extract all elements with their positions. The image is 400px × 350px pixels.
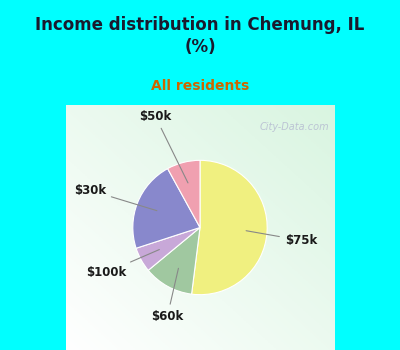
Wedge shape	[136, 228, 200, 270]
Text: $60k: $60k	[151, 268, 184, 323]
Text: All residents: All residents	[151, 79, 249, 93]
Text: City-Data.com: City-Data.com	[259, 121, 329, 132]
Wedge shape	[192, 160, 267, 295]
Text: $30k: $30k	[74, 184, 157, 211]
Text: $75k: $75k	[246, 231, 317, 247]
Wedge shape	[133, 169, 200, 248]
Text: $50k: $50k	[139, 110, 188, 183]
Wedge shape	[168, 160, 200, 228]
Wedge shape	[148, 228, 200, 294]
Text: Income distribution in Chemung, IL
(%): Income distribution in Chemung, IL (%)	[35, 16, 365, 56]
Text: $100k: $100k	[86, 250, 159, 279]
